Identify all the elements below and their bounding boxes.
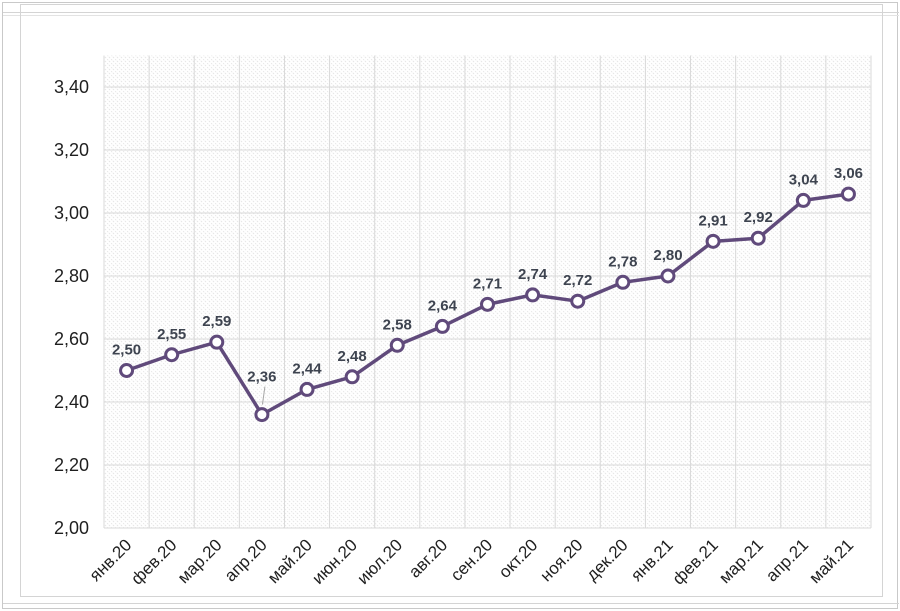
data-label: 2,55: [157, 326, 186, 343]
plot-area: [104, 55, 871, 528]
y-tick-label: 3,00: [54, 203, 89, 223]
y-tick-label: 3,40: [54, 77, 89, 97]
data-point-marker: [209, 334, 225, 350]
y-tick-label: 2,00: [54, 518, 89, 538]
y-tick-label: 2,40: [54, 392, 89, 412]
data-point-marker: [254, 407, 270, 423]
data-point-marker: [119, 363, 135, 378]
data-point-marker: [389, 337, 405, 353]
x-tick-label: авг.20: [405, 535, 451, 581]
data-label: 2,72: [563, 272, 592, 289]
data-label: 2,80: [653, 247, 682, 264]
data-point-marker: [164, 347, 180, 363]
x-tick-label: окт.20: [495, 535, 541, 581]
x-tick-label: ноя.20: [537, 535, 587, 585]
chart-frame: [20, 4, 883, 597]
data-point-marker: [434, 318, 450, 334]
data-point-marker: [570, 293, 586, 309]
data-label: 2,36: [247, 369, 276, 386]
x-tick-label: июн.20: [308, 535, 361, 588]
data-label: 3,04: [789, 171, 819, 188]
y-tick-label: 2,20: [54, 455, 89, 475]
data-point-marker: [344, 369, 360, 385]
data-point-marker: [660, 268, 676, 284]
data-label: 2,59: [202, 313, 231, 330]
x-tick-label: янв.21: [627, 535, 677, 585]
data-label: 2,48: [338, 348, 367, 365]
data-label: 2,50: [112, 342, 141, 359]
data-label: 2,71: [473, 275, 502, 292]
data-label: 2,91: [698, 212, 727, 229]
data-label: 2,92: [744, 209, 773, 226]
data-point-marker: [615, 274, 631, 290]
data-point-marker: [750, 230, 766, 246]
x-tick-label: май.21: [805, 535, 857, 587]
y-tick-label: 2,80: [54, 266, 89, 286]
label-leader-line: [261, 386, 266, 405]
x-tick-label: сен.20: [447, 535, 496, 584]
data-label: 2,74: [518, 266, 548, 283]
x-tick-label: апр.21: [762, 535, 812, 585]
data-label: 2,44: [292, 360, 322, 377]
data-point-marker: [299, 381, 315, 397]
data-point-marker: [480, 296, 495, 312]
x-tick-label: июл.20: [353, 535, 406, 588]
x-tick-label: фев.21: [669, 535, 722, 588]
x-tick-label: мар.21: [715, 535, 767, 587]
x-tick-label: фев.20: [127, 535, 180, 588]
data-label: 2,64: [428, 297, 458, 314]
data-label: 3,06: [834, 165, 863, 182]
x-tick-label: янв.20: [86, 535, 136, 585]
data-label: 2,58: [383, 316, 412, 333]
data-point-marker: [795, 192, 811, 208]
x-tick-label: апр.20: [221, 535, 271, 585]
data-point-marker: [525, 287, 541, 303]
x-tick-label: дек.20: [583, 535, 632, 584]
x-tick-label: май.20: [264, 535, 316, 587]
data-point-marker: [705, 233, 721, 249]
data-label: 2,78: [608, 253, 637, 270]
y-tick-label: 3,20: [54, 140, 89, 160]
data-point-marker: [840, 186, 856, 202]
y-tick-label: 2,60: [54, 329, 89, 349]
x-tick-label: мар.20: [174, 535, 226, 587]
